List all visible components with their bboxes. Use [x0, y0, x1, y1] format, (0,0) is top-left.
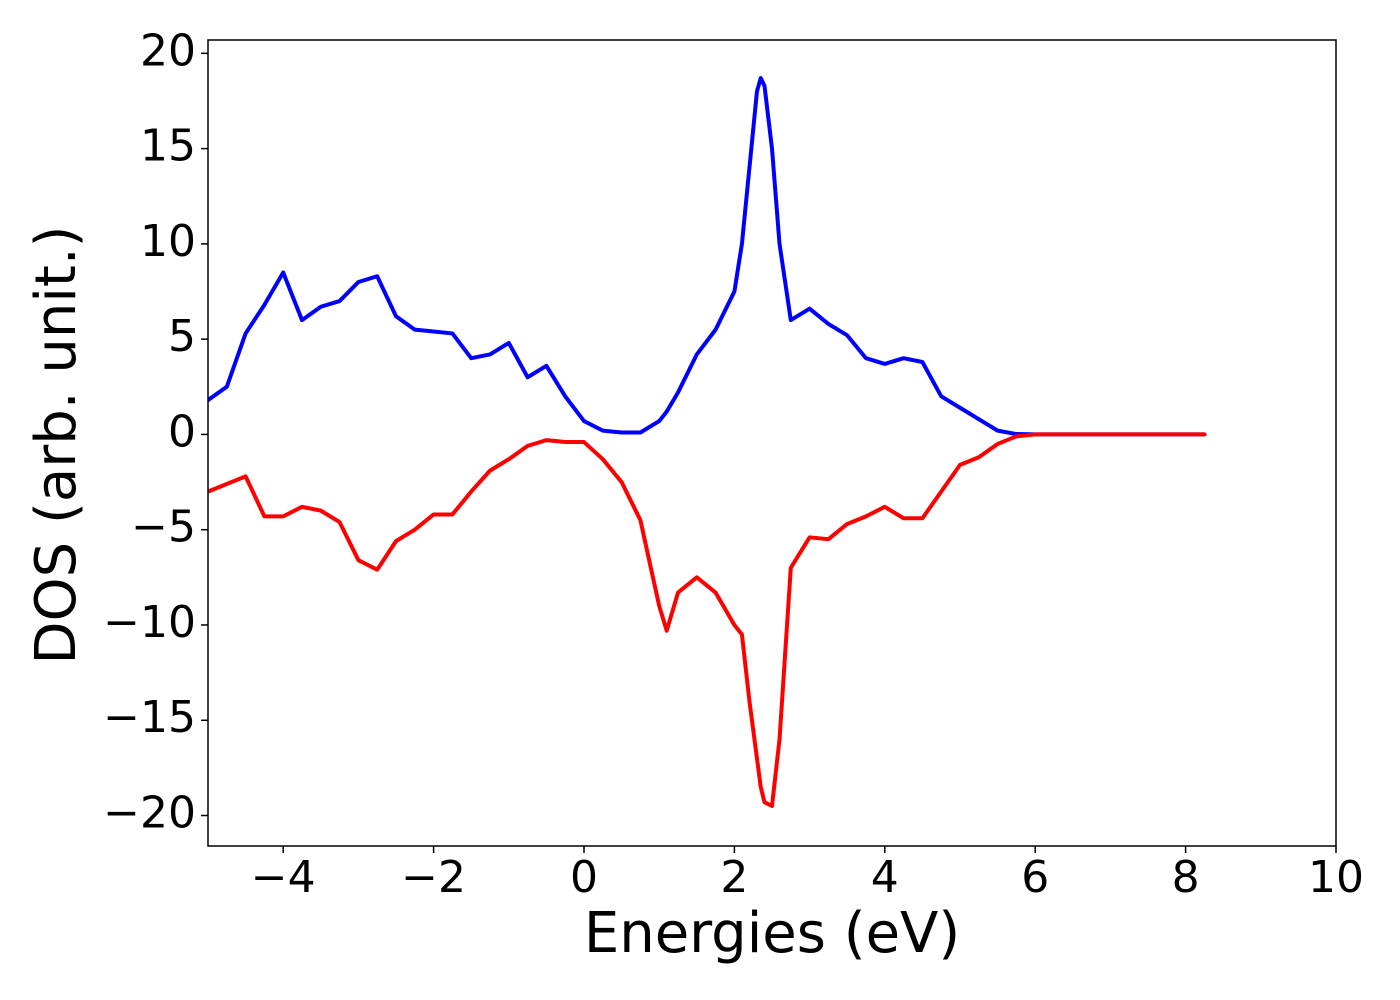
- x-tick-label: 10: [1308, 852, 1364, 903]
- y-tick-label: −15: [103, 692, 196, 743]
- y-tick-label: 20: [140, 25, 196, 76]
- y-tick-label: −20: [103, 788, 196, 839]
- series-line: [208, 76, 1207, 437]
- x-axis-label: Energies (eV): [584, 901, 960, 966]
- x-tick-label: 8: [1172, 852, 1200, 903]
- y-tick-label: 5: [168, 311, 196, 362]
- y-tick-label: 10: [140, 216, 196, 267]
- x-tick-label: 6: [1021, 852, 1049, 903]
- x-tick-label: −2: [401, 852, 466, 903]
- x-tick-label: 0: [570, 852, 598, 903]
- x-tick-label: 4: [871, 852, 899, 903]
- series-line: [208, 432, 1207, 808]
- x-tick-label: −4: [251, 852, 316, 903]
- y-tick-label: −10: [103, 597, 196, 648]
- y-tick-label: 15: [140, 121, 196, 172]
- y-axis-label: DOS (arb. unit.): [24, 225, 89, 664]
- plot-frame: [207, 39, 1337, 847]
- y-tick-label: 0: [168, 406, 196, 457]
- x-tick-label: 2: [720, 852, 748, 903]
- y-tick-label: −5: [131, 502, 196, 553]
